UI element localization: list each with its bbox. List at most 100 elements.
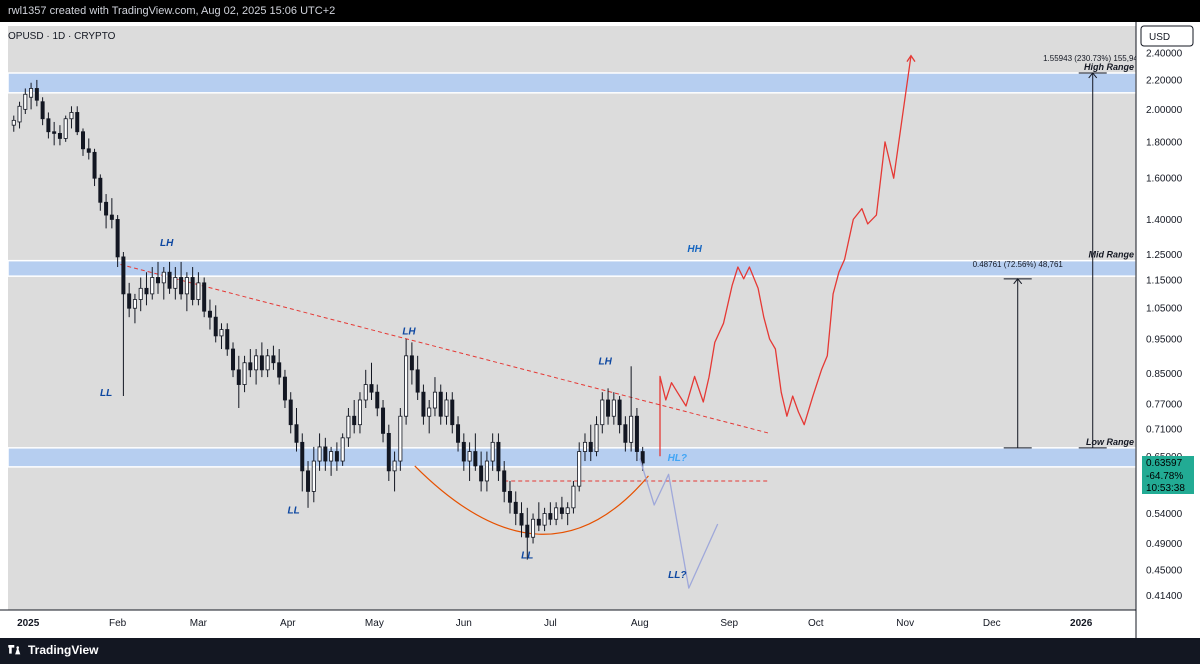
candle	[363, 369, 368, 409]
candle-body	[207, 310, 212, 318]
candle-body	[196, 282, 201, 300]
candle-body	[606, 399, 611, 417]
range-measure: 1.55943 (230.73%) 155,943	[1043, 54, 1143, 449]
candle-body	[634, 415, 639, 452]
price-axis[interactable]: 2.40000 2.20000 2.00000 1.80000 1.60000 1.400…	[1135, 22, 1200, 638]
candle-body	[277, 362, 282, 378]
candle-body	[369, 384, 374, 393]
candle	[271, 345, 276, 370]
candle-body	[219, 329, 224, 337]
attribution-bar: rwl1357 created with TradingView.com, Au…	[0, 0, 1200, 22]
tradingview-logo-icon	[8, 645, 21, 655]
candle	[392, 451, 397, 492]
candle-body	[46, 118, 51, 133]
candle-body	[271, 355, 276, 364]
candle	[196, 272, 201, 306]
candle-body	[548, 513, 553, 520]
candle	[311, 446, 316, 503]
candle	[242, 355, 247, 393]
candle	[525, 507, 530, 560]
candle-body	[69, 112, 74, 120]
candle-body	[334, 451, 339, 462]
time-tick-label: Jul	[544, 618, 557, 629]
candle-body	[259, 355, 264, 371]
candle	[502, 461, 507, 503]
time-tick-label: Sep	[720, 618, 738, 629]
candle-body	[432, 391, 437, 409]
symbol-label[interactable]: OPUSD · 1D · CRYPTO	[8, 31, 116, 42]
candle-body	[104, 201, 109, 216]
candle-body	[138, 287, 143, 300]
candle	[617, 396, 622, 434]
candle	[559, 496, 564, 520]
candle	[507, 480, 512, 514]
candle-body	[121, 256, 126, 295]
range-measure: 0.48761 (72.56%) 48,761	[973, 260, 1063, 449]
candle-body	[467, 451, 472, 462]
candle	[577, 442, 582, 492]
candle	[115, 215, 120, 268]
candle	[150, 267, 155, 300]
candle-body	[346, 415, 351, 439]
candle	[323, 437, 328, 471]
time-tick-label: May	[365, 618, 384, 629]
candle-body	[525, 524, 530, 538]
pattern-label: HH	[687, 244, 702, 255]
candle	[121, 251, 126, 397]
candle	[629, 366, 634, 452]
candle-body	[225, 329, 230, 350]
candle-body	[392, 460, 397, 472]
zone-label: Low Range	[1086, 437, 1134, 447]
candle	[334, 442, 339, 471]
range-zone	[7, 259, 1137, 277]
pattern-labels: LH LH LH LL LL LL HH HL? LL?	[100, 238, 703, 581]
candle	[490, 433, 495, 471]
price-chart[interactable]: 1.55943 (230.73%) 155,943 0.48761 (72.56%…	[0, 22, 1200, 638]
candle-body	[231, 348, 236, 371]
candle	[231, 342, 236, 378]
candle	[548, 502, 553, 526]
candle-body	[381, 407, 386, 434]
candle	[156, 261, 161, 294]
candle	[496, 433, 501, 481]
candle-body	[588, 441, 593, 452]
price-tick-label: 1.25000	[1146, 250, 1183, 261]
candle	[421, 384, 426, 425]
price-tick-label: 0.45000	[1146, 565, 1183, 576]
currency-label: USD	[1149, 32, 1170, 43]
candle	[461, 433, 466, 471]
candle	[381, 399, 386, 443]
candle-body	[594, 424, 599, 452]
candle	[254, 349, 259, 385]
measure-arrowhead	[1013, 278, 1023, 285]
candle-body	[461, 441, 466, 462]
candle-body	[161, 271, 166, 284]
candle-body	[190, 277, 195, 300]
candle-body	[640, 451, 645, 464]
candle	[588, 424, 593, 462]
candle	[236, 355, 241, 409]
time-tick-label: Aug	[631, 618, 649, 629]
candle	[98, 174, 103, 211]
candle-body	[306, 470, 311, 492]
candle-body	[40, 101, 45, 120]
candle	[29, 82, 34, 110]
plot-area[interactable]	[8, 26, 1136, 610]
candle	[346, 408, 351, 447]
time-tick-label: Dec	[983, 618, 1001, 629]
candle-body	[115, 219, 120, 258]
candle-body	[554, 507, 559, 520]
time-tick-label: Oct	[808, 618, 824, 629]
candle	[456, 416, 461, 452]
time-axis[interactable]: 2025 Feb Mar Apr May Jun Jul Aug Sep Oct Nov Dec 202…	[0, 609, 1136, 629]
candle	[259, 342, 264, 378]
candle	[409, 342, 414, 385]
candle	[450, 392, 455, 434]
candle-body	[611, 399, 616, 417]
currency-button[interactable]: USD	[1140, 25, 1194, 47]
candle	[213, 305, 218, 343]
price-tick-label: 0.49000	[1146, 539, 1183, 550]
candle	[375, 384, 380, 417]
candle	[306, 461, 311, 508]
candle-body	[565, 507, 570, 514]
